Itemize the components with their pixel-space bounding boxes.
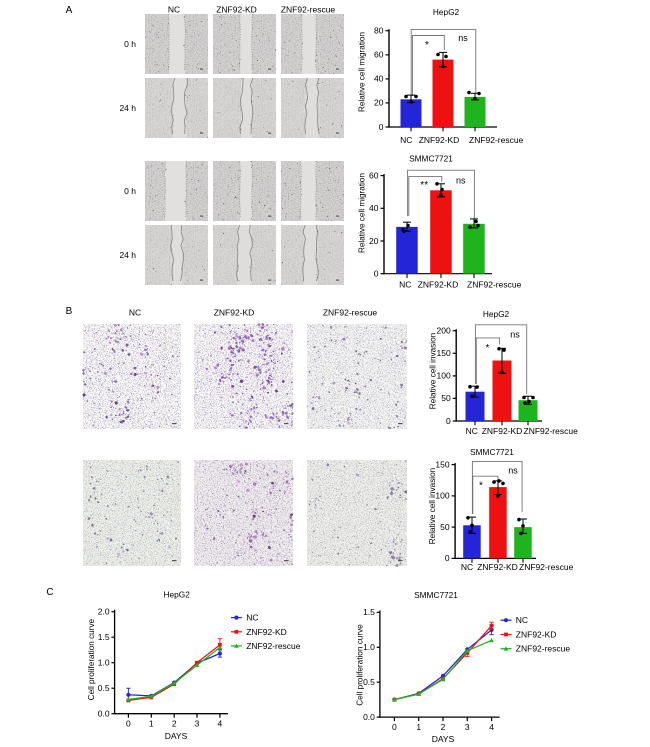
svg-text:1.5: 1.5 — [98, 632, 110, 642]
svg-text:SMMC7721: SMMC7721 — [414, 590, 458, 600]
svg-text:ZNF92-KD: ZNF92-KD — [216, 5, 257, 15]
svg-text:40: 40 — [369, 203, 379, 213]
svg-text:ZNF92-rescue: ZNF92-rescue — [281, 5, 336, 15]
svg-text:24 h: 24 h — [119, 250, 136, 260]
svg-text:Cell proliferation curve: Cell proliferation curve — [87, 618, 96, 700]
svg-text:ZNF92-rescue: ZNF92-rescue — [323, 308, 378, 318]
svg-text:SMMC7721: SMMC7721 — [409, 154, 453, 164]
svg-text:1.0: 1.0 — [363, 642, 375, 652]
svg-text:DAYS: DAYS — [432, 734, 455, 744]
svg-text:Cell proliferation curve: Cell proliferation curve — [355, 624, 364, 706]
svg-text:4: 4 — [218, 719, 223, 729]
svg-text:1.5: 1.5 — [363, 607, 375, 617]
svg-text:ZNF92-KD: ZNF92-KD — [418, 280, 459, 290]
svg-text:A: A — [66, 5, 73, 16]
svg-text:20: 20 — [374, 98, 384, 108]
svg-text:Relative cell migration: Relative cell migration — [358, 32, 367, 113]
svg-text:0: 0 — [379, 122, 384, 132]
svg-text:80: 80 — [374, 26, 384, 36]
svg-text:1: 1 — [149, 719, 154, 729]
svg-text:0: 0 — [392, 722, 397, 732]
svg-text:0 h: 0 h — [124, 39, 136, 49]
svg-text:NC: NC — [399, 280, 411, 290]
svg-text:200: 200 — [437, 326, 451, 336]
svg-text:100: 100 — [435, 491, 449, 501]
svg-text:ns: ns — [456, 176, 466, 186]
svg-text:ZNF92-KD: ZNF92-KD — [516, 630, 557, 640]
svg-text:ZNF92-KD: ZNF92-KD — [482, 426, 523, 436]
svg-text:Relative cell invasion: Relative cell invasion — [428, 467, 437, 544]
svg-text:0.0: 0.0 — [98, 709, 110, 719]
svg-text:NC: NC — [400, 135, 412, 145]
svg-text:40: 40 — [374, 74, 384, 84]
svg-text:ns: ns — [508, 466, 518, 476]
svg-text:*: * — [425, 40, 429, 51]
svg-text:0 h: 0 h — [124, 186, 136, 196]
svg-text:ZNF92-rescue: ZNF92-rescue — [519, 562, 574, 572]
svg-text:ZNF92-rescue: ZNF92-rescue — [469, 135, 524, 145]
svg-text:ZNF92-KD: ZNF92-KD — [246, 627, 287, 637]
svg-text:NC: NC — [466, 426, 478, 436]
svg-text:60: 60 — [374, 50, 384, 60]
svg-text:ns: ns — [510, 330, 520, 340]
svg-text:0.5: 0.5 — [363, 677, 375, 687]
svg-text:2: 2 — [172, 719, 177, 729]
svg-text:C: C — [46, 587, 53, 598]
svg-text:0: 0 — [446, 416, 451, 426]
svg-text:ZNF92-KD: ZNF92-KD — [419, 135, 460, 145]
svg-text:B: B — [66, 306, 73, 317]
svg-text:ZNF92-KD: ZNF92-KD — [214, 308, 255, 318]
svg-text:HepG2: HepG2 — [483, 309, 510, 319]
svg-text:150: 150 — [437, 348, 451, 358]
svg-text:100: 100 — [437, 371, 451, 381]
svg-text:NC: NC — [246, 613, 258, 623]
svg-text:SMMC7721: SMMC7721 — [470, 447, 514, 457]
svg-text:50: 50 — [441, 393, 451, 403]
svg-text:Relative cell migration: Relative cell migration — [358, 173, 367, 254]
svg-text:0.0: 0.0 — [363, 712, 375, 722]
svg-text:HepG2: HepG2 — [433, 7, 460, 17]
svg-text:2: 2 — [441, 722, 446, 732]
svg-text:NC: NC — [461, 562, 473, 572]
svg-text:150: 150 — [435, 459, 449, 469]
svg-text:Relative cell invasion: Relative cell invasion — [429, 332, 438, 409]
svg-text:ZNF92-rescue: ZNF92-rescue — [516, 644, 571, 654]
svg-text:1: 1 — [416, 722, 421, 732]
svg-text:3: 3 — [195, 719, 200, 729]
svg-text:0: 0 — [126, 719, 131, 729]
svg-text:ZNF92-rescue: ZNF92-rescue — [246, 641, 301, 651]
svg-text:2.0: 2.0 — [98, 607, 110, 617]
svg-text:ZNF92-rescue: ZNF92-rescue — [524, 426, 579, 436]
svg-text:50: 50 — [440, 522, 450, 532]
svg-text:NC: NC — [168, 5, 180, 15]
svg-text:*: * — [479, 481, 483, 492]
svg-text:4: 4 — [489, 722, 494, 732]
svg-text:ZNF92-KD: ZNF92-KD — [477, 562, 518, 572]
svg-text:0.5: 0.5 — [98, 683, 110, 693]
svg-text:1.0: 1.0 — [98, 658, 110, 668]
svg-text:HepG2: HepG2 — [164, 590, 191, 600]
svg-text:NC: NC — [516, 615, 528, 625]
svg-text:*: * — [486, 343, 490, 354]
svg-text:24 h: 24 h — [119, 103, 136, 113]
svg-text:60: 60 — [369, 170, 379, 180]
svg-text:3: 3 — [465, 722, 470, 732]
svg-text:ns: ns — [458, 33, 468, 43]
svg-text:NC: NC — [129, 308, 141, 318]
svg-text:0: 0 — [445, 553, 450, 563]
svg-text:20: 20 — [369, 236, 379, 246]
svg-text:0: 0 — [374, 269, 379, 279]
svg-text:ZNF92-rescue: ZNF92-rescue — [467, 280, 522, 290]
svg-text:DAYS: DAYS — [165, 731, 188, 741]
svg-text:**: ** — [420, 180, 428, 191]
